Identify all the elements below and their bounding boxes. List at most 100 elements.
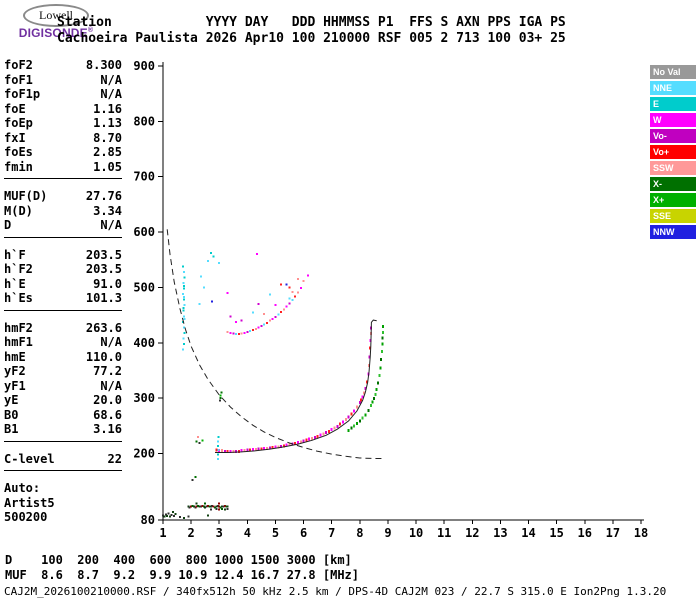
- header-field-names: Station YYYY DAY DDD HHMMSS P1 FFS S AXN…: [57, 15, 566, 30]
- param-value: 101.3: [85, 291, 122, 306]
- svg-text:200: 200: [133, 447, 155, 461]
- param-row: foF1p N/A: [4, 87, 122, 102]
- svg-text:16: 16: [578, 526, 592, 540]
- param-label: h`Es: [4, 291, 33, 306]
- param-row: hmF1 N/A: [4, 335, 122, 350]
- param-row: foF2 8.300: [4, 58, 122, 73]
- svg-text:500: 500: [133, 280, 155, 294]
- param-label: hmE: [4, 349, 26, 364]
- svg-text:17: 17: [606, 526, 620, 540]
- lowell-logo-ellipse: Lowell: [23, 4, 89, 27]
- param-row: foEs 2.85: [4, 145, 122, 160]
- param-row: B0 68.6: [4, 408, 122, 423]
- param-value: 263.6: [85, 320, 122, 335]
- param-row: h`F 203.5: [4, 248, 122, 263]
- param-label: hmF1: [4, 335, 33, 350]
- svg-text:15: 15: [549, 526, 563, 540]
- param-value: 1.05: [93, 159, 122, 174]
- param-label: Artist5: [4, 495, 55, 510]
- svg-text:900: 900: [133, 59, 155, 73]
- param-value: N/A: [100, 72, 122, 87]
- param-value: N/A: [100, 87, 122, 102]
- param-row: hmE 110.0: [4, 350, 122, 365]
- param-value: N/A: [100, 335, 122, 350]
- param-row: yF2 77.2: [4, 364, 122, 379]
- param-label: h`F: [4, 247, 26, 262]
- muf-distance-row: D 100 200 400 600 800 1000 1500 3000 [km…: [5, 553, 352, 567]
- param-row: yF1 N/A: [4, 379, 122, 394]
- param-row: fmin 1.05: [4, 160, 122, 175]
- svg-text:18: 18: [634, 526, 648, 540]
- param-value: 110.0: [85, 349, 122, 364]
- muf-values-row: MUF 8.6 8.7 9.2 9.9 10.9 12.4 16.7 27.8 …: [5, 568, 360, 582]
- param-row: foEp 1.13: [4, 116, 122, 131]
- param-group: h`F 203.5 h`F2 203.5 h`E 91.0 h`Es 101.3: [4, 238, 122, 311]
- svg-text:1: 1: [159, 526, 166, 540]
- param-value: 20.0: [93, 393, 122, 408]
- svg-text:14: 14: [521, 526, 535, 540]
- param-group: hmF2 263.6 hmF1 N/A hmE 110.0 yF2 77.2 yF1 N/A yE 2…: [4, 311, 122, 442]
- param-row: h`F2 203.5: [4, 262, 122, 277]
- param-row: M(D) 3.34: [4, 204, 122, 219]
- param-label: fmin: [4, 159, 33, 174]
- header-field-values: Cachoeira Paulista 2026 Apr10 100 210000…: [57, 31, 566, 46]
- svg-text:700: 700: [133, 170, 155, 184]
- scaled-parameters-panel: foF2 8.300 foF1 N/A foF1p N/A foE 1.16 foEp 1.13 f…: [4, 58, 122, 529]
- param-value: 1.16: [93, 101, 122, 116]
- param-row: B1 3.16: [4, 422, 122, 437]
- svg-text:10: 10: [409, 526, 423, 540]
- param-label: foF2: [4, 58, 33, 73]
- param-value: 203.5: [85, 262, 122, 277]
- svg-text:5: 5: [272, 526, 279, 540]
- param-row: D N/A: [4, 218, 122, 233]
- legend-item: SSE: [650, 209, 696, 223]
- svg-text:4: 4: [244, 526, 251, 540]
- registered-mark: ®: [87, 27, 94, 34]
- legend-item: W: [650, 113, 696, 127]
- svg-text:12: 12: [465, 526, 479, 540]
- param-group: MUF(D) 27.76 M(D) 3.34 D N/A: [4, 179, 122, 238]
- param-label: h`F2: [4, 262, 33, 277]
- lowell-digisonde-logo: Lowell DIGISONDE®: [6, 4, 106, 40]
- param-value: 77.2: [93, 364, 122, 379]
- param-row: fxI 8.70: [4, 131, 122, 146]
- echo-color-legend: No Val NNE E W Vo- Vo+ SSW X- X+ SSE NNW: [650, 65, 696, 241]
- param-label: foE: [4, 101, 26, 116]
- param-row: C-level 22: [4, 452, 122, 467]
- param-value: 203.5: [85, 247, 122, 262]
- param-label: Auto:: [4, 481, 41, 496]
- param-label: B1: [4, 422, 19, 437]
- svg-text:8: 8: [356, 526, 363, 540]
- param-label: foF1: [4, 72, 33, 87]
- param-label: yF1: [4, 378, 26, 393]
- param-row: h`Es 101.3: [4, 291, 122, 306]
- param-label: yE: [4, 393, 19, 408]
- param-value: 22: [107, 451, 122, 466]
- legend-item: Vo-: [650, 129, 696, 143]
- logo-lowell-text: Lowell: [39, 8, 73, 22]
- legend-item: X-: [650, 177, 696, 191]
- param-value: 27.76: [85, 189, 122, 204]
- legend-item: Vo+: [650, 145, 696, 159]
- param-value: 3.16: [93, 422, 122, 437]
- param-value: 1.13: [93, 116, 122, 131]
- param-value: N/A: [100, 378, 122, 393]
- param-value: 2.85: [93, 145, 122, 160]
- param-row: foE 1.16: [4, 102, 122, 117]
- param-label: foF1p: [4, 87, 41, 102]
- legend-item: No Val: [650, 65, 696, 79]
- legend-item: NNW: [650, 225, 696, 239]
- param-row: foF1 N/A: [4, 73, 122, 88]
- param-row: h`E 91.0: [4, 277, 122, 292]
- svg-text:11: 11: [437, 526, 451, 540]
- param-row: 500200: [4, 510, 122, 525]
- param-row: Auto:: [4, 481, 122, 496]
- param-label: MUF(D): [4, 189, 48, 204]
- param-label: hmF2: [4, 320, 33, 335]
- svg-text:7: 7: [328, 526, 335, 540]
- param-label: foEp: [4, 116, 33, 131]
- legend-item: NNE: [650, 81, 696, 95]
- svg-text:6: 6: [300, 526, 307, 540]
